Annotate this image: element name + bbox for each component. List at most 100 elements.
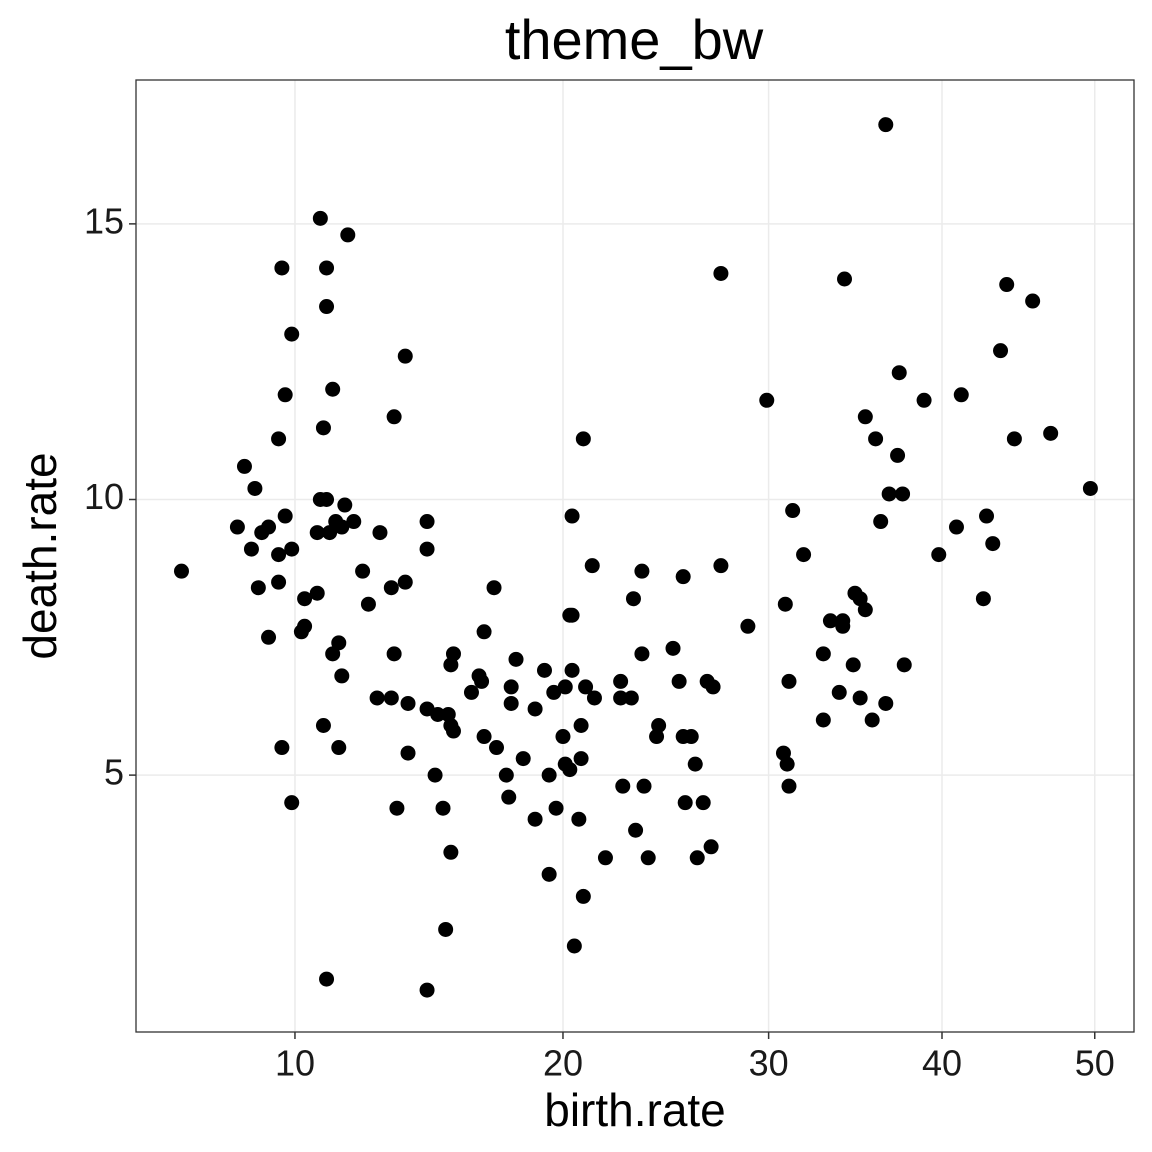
x-tick-label: 40 xyxy=(922,1043,962,1084)
point xyxy=(993,343,1009,359)
x-tick-label: 50 xyxy=(1075,1043,1115,1084)
point xyxy=(785,503,801,519)
point xyxy=(331,635,347,651)
point xyxy=(334,519,350,535)
point xyxy=(868,431,884,447)
point xyxy=(584,558,600,574)
point xyxy=(334,668,350,684)
x-tick-label: 10 xyxy=(275,1043,315,1084)
point xyxy=(857,602,873,618)
point xyxy=(891,365,907,381)
point xyxy=(297,618,313,634)
point xyxy=(389,800,405,816)
point xyxy=(837,271,853,287)
x-axis-label: birth.rate xyxy=(544,1084,726,1136)
point xyxy=(948,519,964,535)
point xyxy=(319,260,335,276)
point xyxy=(953,387,969,403)
point xyxy=(777,596,793,612)
point xyxy=(779,756,795,772)
point xyxy=(274,260,290,276)
point xyxy=(541,767,557,783)
point xyxy=(625,591,641,607)
point xyxy=(430,706,446,722)
point xyxy=(476,729,492,745)
point xyxy=(386,646,402,662)
point xyxy=(261,629,277,645)
point xyxy=(284,326,300,342)
point xyxy=(1082,480,1098,496)
point xyxy=(503,695,519,711)
point xyxy=(438,921,454,937)
point xyxy=(309,525,325,541)
point xyxy=(916,392,932,408)
point xyxy=(501,789,517,805)
point xyxy=(878,117,894,133)
chart-title: theme_bw xyxy=(505,8,764,71)
point xyxy=(713,265,729,281)
point xyxy=(835,618,851,634)
point xyxy=(443,844,459,860)
point xyxy=(979,508,995,524)
point xyxy=(985,536,1001,552)
point xyxy=(881,486,897,502)
point xyxy=(640,850,656,866)
point xyxy=(665,640,681,656)
point xyxy=(677,795,693,811)
point xyxy=(683,729,699,745)
point xyxy=(815,646,831,662)
point xyxy=(527,811,543,827)
point xyxy=(274,740,290,756)
point xyxy=(319,299,335,315)
point xyxy=(564,508,580,524)
point xyxy=(931,547,947,563)
point xyxy=(508,651,524,667)
point xyxy=(277,508,293,524)
point xyxy=(427,767,443,783)
point xyxy=(527,701,543,717)
point xyxy=(675,569,691,585)
point xyxy=(271,431,287,447)
point xyxy=(331,740,347,756)
point xyxy=(498,767,514,783)
point xyxy=(173,563,189,579)
point xyxy=(315,718,331,734)
y-axis-label: death.rate xyxy=(14,452,66,659)
point xyxy=(369,690,385,706)
point xyxy=(597,850,613,866)
point xyxy=(309,585,325,601)
point xyxy=(546,684,562,700)
point xyxy=(575,431,591,447)
point xyxy=(337,497,353,513)
point xyxy=(713,558,729,574)
point xyxy=(845,657,861,673)
point xyxy=(703,839,719,855)
point xyxy=(284,795,300,811)
panel-background xyxy=(136,80,1134,1032)
point xyxy=(689,850,705,866)
point xyxy=(397,348,413,364)
point xyxy=(573,718,589,734)
point xyxy=(397,574,413,590)
point xyxy=(435,800,451,816)
point xyxy=(1025,293,1041,309)
panel-border xyxy=(135,79,1135,1033)
point xyxy=(975,591,991,607)
point xyxy=(463,684,479,700)
point xyxy=(615,778,631,794)
point xyxy=(243,541,259,557)
point xyxy=(297,591,313,607)
point xyxy=(781,673,797,689)
point xyxy=(271,547,287,563)
point xyxy=(557,679,573,695)
point xyxy=(360,596,376,612)
point xyxy=(536,662,552,678)
point xyxy=(613,673,629,689)
point xyxy=(346,514,362,530)
point xyxy=(486,580,502,596)
point xyxy=(815,712,831,728)
point xyxy=(355,563,371,579)
point xyxy=(878,695,894,711)
point xyxy=(474,673,490,689)
